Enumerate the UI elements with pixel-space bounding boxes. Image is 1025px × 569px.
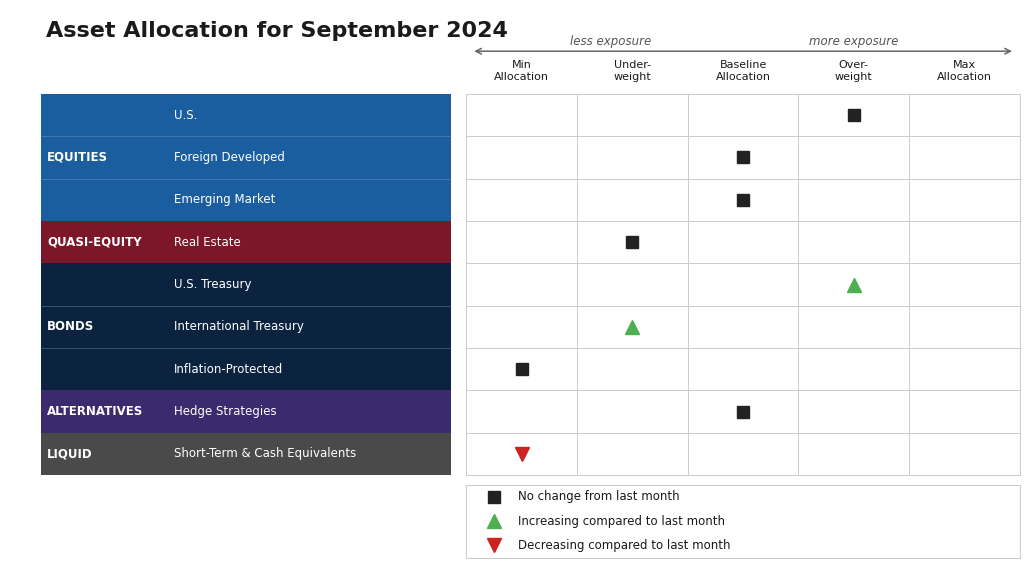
Bar (41, 94, 451, 221)
Text: LIQUID: LIQUID (47, 447, 92, 460)
Text: Real Estate: Real Estate (174, 236, 241, 249)
Text: Foreign Developed: Foreign Developed (174, 151, 285, 164)
Text: Inflation-Protected: Inflation-Protected (174, 362, 283, 376)
Bar (41, 221, 451, 263)
Text: Decreasing compared to last month: Decreasing compared to last month (519, 539, 731, 552)
Text: less exposure: less exposure (570, 35, 651, 48)
Text: Hedge Strategies: Hedge Strategies (174, 405, 277, 418)
Text: U.S.: U.S. (174, 109, 198, 122)
Text: EQUITIES: EQUITIES (47, 151, 108, 164)
Bar (41, 263, 451, 390)
Bar (41, 390, 451, 433)
Text: Over-
weight: Over- weight (835, 60, 872, 83)
Bar (466, 485, 1020, 558)
Text: International Treasury: International Treasury (174, 320, 303, 333)
Text: No change from last month: No change from last month (519, 490, 680, 504)
Text: Max
Allocation: Max Allocation (937, 60, 992, 83)
Text: BONDS: BONDS (47, 320, 94, 333)
Text: Baseline
Allocation: Baseline Allocation (715, 60, 771, 83)
Text: Under-
weight: Under- weight (614, 60, 651, 83)
Text: ALTERNATIVES: ALTERNATIVES (47, 405, 144, 418)
Text: more exposure: more exposure (809, 35, 899, 48)
Text: U.S. Treasury: U.S. Treasury (174, 278, 251, 291)
Text: Asset Allocation for September 2024: Asset Allocation for September 2024 (46, 21, 507, 42)
Text: Short-Term & Cash Equivalents: Short-Term & Cash Equivalents (174, 447, 357, 460)
Text: Increasing compared to last month: Increasing compared to last month (519, 515, 726, 527)
Text: Emerging Market: Emerging Market (174, 193, 276, 207)
Text: Min
Allocation: Min Allocation (494, 60, 549, 83)
Bar (41, 433, 451, 475)
Text: QUASI-EQUITY: QUASI-EQUITY (47, 236, 141, 249)
